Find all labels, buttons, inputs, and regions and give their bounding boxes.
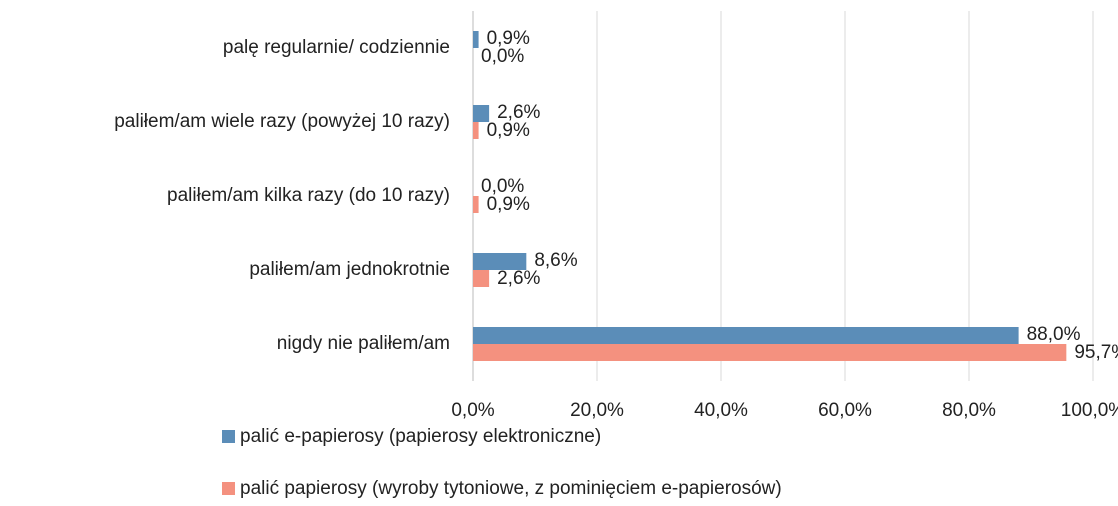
value-label: 0,9% <box>487 28 530 49</box>
value-label: 2,6% <box>497 268 540 289</box>
x-tick-label: 0,0% <box>451 400 494 421</box>
x-tick-label: 80,0% <box>942 400 996 421</box>
value-label: 0,0% <box>481 46 524 67</box>
y-tick-label: nigdy nie paliłem/am <box>277 333 450 354</box>
legend-label: palić papierosy (wyroby tytoniowe, z pom… <box>240 478 782 499</box>
x-tick-label: 40,0% <box>694 400 748 421</box>
bar <box>473 196 479 213</box>
value-label: 8,6% <box>534 250 577 271</box>
value-label: 95,7% <box>1074 342 1118 363</box>
value-label: 0,9% <box>487 194 530 215</box>
bar <box>473 31 479 48</box>
legend-label: palić e-papierosy (papierosy elektronicz… <box>240 426 601 447</box>
bar <box>473 253 527 270</box>
x-tick-label: 20,0% <box>570 400 624 421</box>
x-tick-label: 60,0% <box>818 400 872 421</box>
value-label: 0,0% <box>481 176 524 197</box>
value-label: 88,0% <box>1027 324 1081 345</box>
value-label: 0,9% <box>487 120 530 141</box>
y-tick-label: palę regularnie/ codziennie <box>223 37 450 58</box>
x-tick-label: 100,0% <box>1061 400 1118 421</box>
value-label: 2,6% <box>497 102 540 123</box>
bar <box>473 270 490 287</box>
bar <box>473 122 479 139</box>
y-tick-label: paliłem/am jednokrotnie <box>249 259 450 280</box>
y-tick-label: paliłem/am wiele razy (powyżej 10 razy) <box>114 111 450 132</box>
legend-swatch <box>222 430 235 443</box>
bar <box>473 344 1067 361</box>
legend-swatch <box>222 482 235 495</box>
bar <box>473 327 1019 344</box>
y-tick-label: paliłem/am kilka razy (do 10 razy) <box>167 185 450 206</box>
bar <box>473 105 490 122</box>
